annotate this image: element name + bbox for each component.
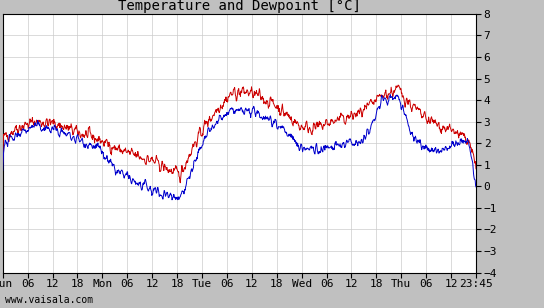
Text: www.vaisala.com: www.vaisala.com	[5, 295, 94, 305]
Title: Temperature and Dewpoint [°C]: Temperature and Dewpoint [°C]	[118, 0, 361, 13]
